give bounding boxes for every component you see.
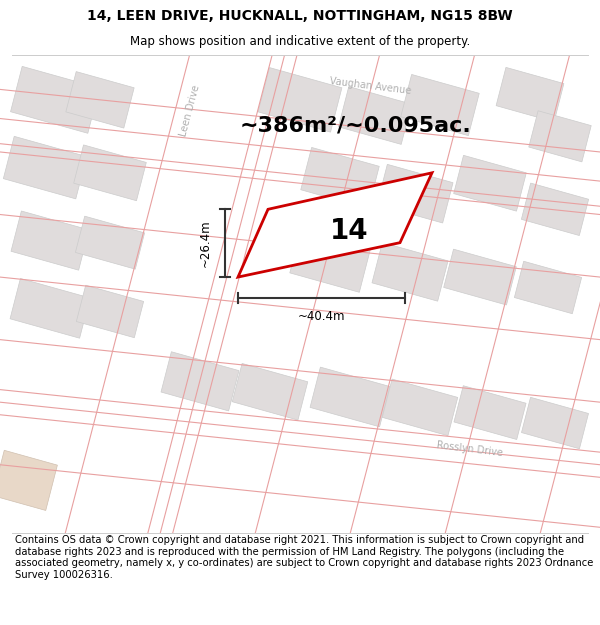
Polygon shape	[338, 86, 412, 144]
Polygon shape	[4, 136, 86, 199]
Polygon shape	[496, 68, 564, 122]
Polygon shape	[258, 68, 342, 132]
Polygon shape	[0, 258, 600, 359]
Polygon shape	[11, 211, 89, 270]
Polygon shape	[0, 381, 600, 486]
Polygon shape	[76, 285, 143, 338]
Polygon shape	[161, 352, 239, 411]
Polygon shape	[372, 242, 448, 301]
Polygon shape	[401, 74, 479, 136]
Text: ~26.4m: ~26.4m	[199, 219, 212, 267]
Text: Rosslyn Drive: Rosslyn Drive	[436, 440, 503, 458]
Polygon shape	[74, 145, 146, 201]
Polygon shape	[0, 30, 600, 132]
Text: 14: 14	[330, 217, 369, 244]
Text: Map shows position and indicative extent of the property.: Map shows position and indicative extent…	[130, 35, 470, 48]
Polygon shape	[238, 173, 432, 277]
Polygon shape	[66, 72, 134, 128]
Text: ~386m²/~0.095ac.: ~386m²/~0.095ac.	[239, 116, 471, 136]
Polygon shape	[337, 30, 514, 558]
Polygon shape	[514, 261, 581, 314]
Text: Leen Drive: Leen Drive	[178, 83, 202, 137]
Polygon shape	[310, 367, 390, 427]
Polygon shape	[382, 379, 458, 436]
Polygon shape	[0, 450, 58, 511]
Polygon shape	[454, 386, 526, 439]
Polygon shape	[521, 183, 589, 236]
Polygon shape	[377, 164, 453, 223]
Polygon shape	[454, 156, 526, 211]
Polygon shape	[11, 66, 100, 133]
Polygon shape	[290, 231, 370, 292]
Text: 14, LEEN DRIVE, HUCKNALL, NOTTINGHAM, NG15 8BW: 14, LEEN DRIVE, HUCKNALL, NOTTINGHAM, NG…	[87, 9, 513, 24]
Polygon shape	[140, 30, 304, 558]
Polygon shape	[301, 148, 379, 209]
Polygon shape	[232, 364, 308, 420]
Text: ~40.4m: ~40.4m	[298, 310, 345, 323]
Text: Contains OS data © Crown copyright and database right 2021. This information is : Contains OS data © Crown copyright and d…	[15, 535, 593, 580]
Polygon shape	[0, 111, 600, 214]
Polygon shape	[529, 111, 591, 162]
Polygon shape	[76, 216, 145, 269]
Polygon shape	[521, 398, 589, 449]
Text: Vaughan Avenue: Vaughan Avenue	[329, 76, 412, 96]
Polygon shape	[10, 279, 90, 338]
Polygon shape	[443, 249, 517, 305]
